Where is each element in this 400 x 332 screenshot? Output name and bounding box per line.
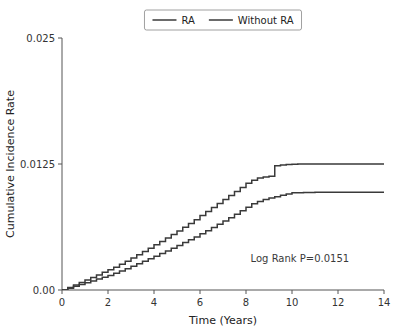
y-tick <box>58 164 62 165</box>
y-tick-label: 0.025 <box>26 33 55 44</box>
x-tick-label: 0 <box>59 297 65 308</box>
x-tick <box>384 290 385 294</box>
y-tick-label: 0.0125 <box>20 159 55 170</box>
legend-label: Without RA <box>238 15 294 26</box>
y-tick <box>58 290 62 291</box>
plot-area <box>62 164 384 290</box>
x-tick-label: 8 <box>243 297 249 308</box>
x-tick <box>154 290 155 294</box>
x-tick-label: 14 <box>378 297 391 308</box>
x-tick <box>292 290 293 294</box>
step-line <box>62 164 384 290</box>
x-tick <box>246 290 247 294</box>
x-tick <box>108 290 109 294</box>
x-tick-label: 12 <box>332 297 345 308</box>
x-axis-label: Time (Years) <box>188 314 257 327</box>
y-tick-label: 0.00 <box>33 285 55 296</box>
x-tick <box>200 290 201 294</box>
step-line <box>62 192 384 290</box>
legend-swatch <box>152 19 176 21</box>
legend-swatch <box>209 19 233 21</box>
y-axis-label: Cumulative Incidence Rate <box>4 90 17 238</box>
chart: 0 2 4 6 8 10 12 14 0.00 0.0125 0.025 Time (Years) Cu… <box>0 0 400 332</box>
x-axis <box>62 290 384 291</box>
legend: RA Without RA <box>144 10 301 30</box>
x-tick <box>62 290 63 294</box>
y-tick <box>58 38 62 39</box>
legend-box <box>144 10 301 30</box>
legend-label: RA <box>181 15 195 26</box>
x-tick-label: 6 <box>197 297 203 308</box>
annotation: Log Rank P=0.0151 <box>251 253 350 264</box>
x-tick-label: 2 <box>105 297 111 308</box>
x-tick-label: 4 <box>151 297 157 308</box>
x-tick <box>338 290 339 294</box>
x-tick-label: 10 <box>286 297 299 308</box>
